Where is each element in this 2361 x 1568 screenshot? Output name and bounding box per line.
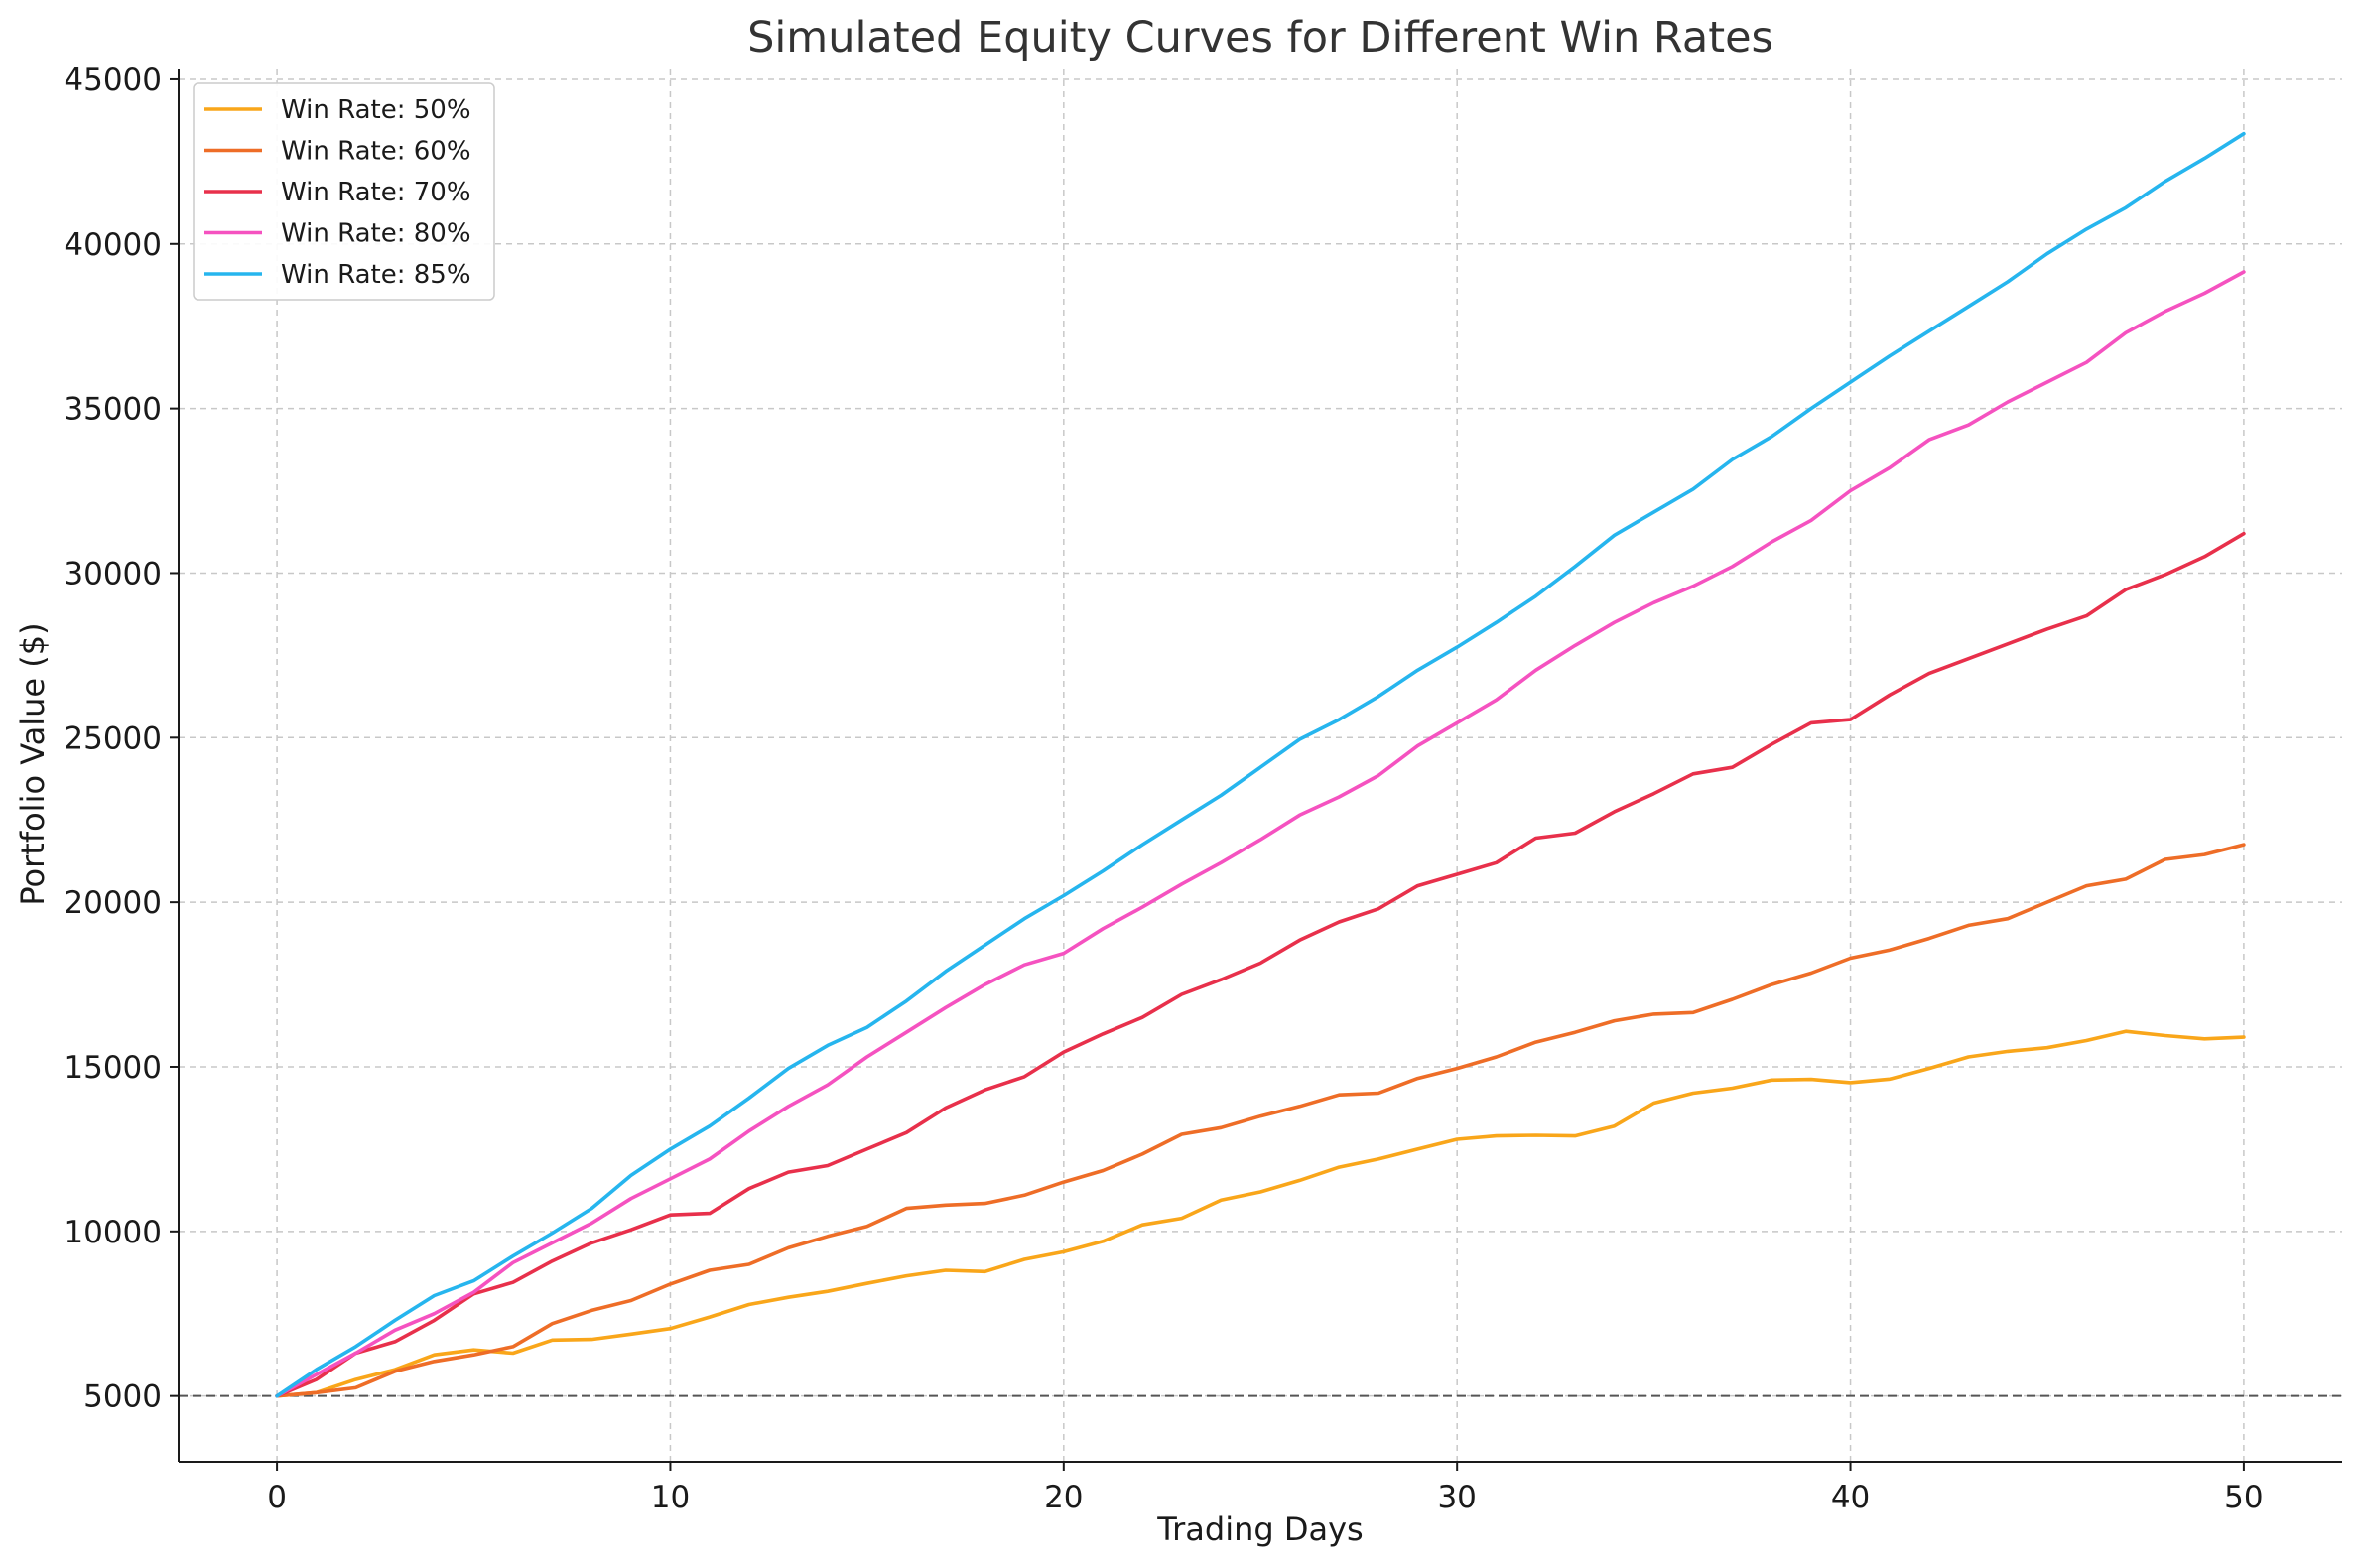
series-line-4 — [275, 270, 2246, 1398]
legend-label: Win Rate: 60% — [281, 137, 471, 167]
legend: Win Rate: 50% Win Rate: 60% Win Rate: 70% W… — [193, 82, 495, 301]
x-tick-label: 0 — [267, 1480, 287, 1515]
x-tick-label: 50 — [2224, 1480, 2263, 1515]
x-tick-label: 30 — [1437, 1480, 1476, 1515]
x-axis-label: Trading Days — [1156, 1510, 1363, 1548]
y-tick-label: 25000 — [64, 720, 162, 756]
y-tick-label: 5000 — [83, 1379, 162, 1415]
legend-label: Win Rate: 70% — [281, 178, 471, 207]
y-tick-label: 45000 — [64, 63, 162, 98]
x-tick-label: 40 — [1831, 1480, 1870, 1515]
y-tick-label: 20000 — [64, 885, 162, 921]
x-tick-label: 10 — [651, 1480, 690, 1515]
grid — [179, 69, 2342, 1462]
chart-title: Simulated Equity Curves for Different Wi… — [747, 13, 1773, 63]
legend-label: Win Rate: 80% — [281, 219, 471, 249]
series-line-3 — [275, 531, 2246, 1398]
legend-label: Win Rate: 85% — [281, 260, 471, 290]
y-tick-label: 15000 — [64, 1050, 162, 1086]
y-axis-label: Portfolio Value ($) — [14, 622, 52, 905]
x-tick-label: 20 — [1044, 1480, 1083, 1515]
series-line-1 — [275, 1029, 2246, 1398]
y-tick-label: 10000 — [64, 1215, 162, 1250]
series-lines — [275, 131, 2246, 1398]
axes — [178, 69, 2342, 1463]
series-line-2 — [275, 843, 2246, 1398]
y-tick-label: 40000 — [64, 227, 162, 263]
series-line-5 — [275, 131, 2246, 1398]
y-tick-label: 35000 — [64, 392, 162, 428]
y-tick-label: 30000 — [64, 556, 162, 591]
legend-label: Win Rate: 50% — [281, 95, 471, 125]
legend-box — [193, 82, 495, 301]
ticks: 0 10 20 30 40 50 5000 10000 15000 20000 25000 30000… — [64, 63, 2263, 1515]
